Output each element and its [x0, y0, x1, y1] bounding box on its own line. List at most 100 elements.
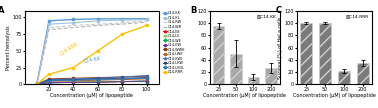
X-axis label: Concentration (μM) of lipopeptide: Concentration (μM) of lipopeptide	[203, 93, 286, 98]
C14-LWE	[120, 79, 124, 80]
C14-KWI	[71, 78, 76, 80]
C14-EE	[144, 81, 149, 82]
C14-WWK	[96, 77, 100, 78]
C14-WWK	[34, 84, 39, 85]
C14-WR	[47, 29, 51, 30]
Line: C14-EE: C14-EE	[36, 81, 147, 85]
C14-WWK	[47, 78, 51, 80]
C14-KL	[47, 24, 51, 25]
C14-LWE	[96, 80, 100, 81]
C14-KK	[47, 20, 51, 21]
Line: C14-WE: C14-WE	[36, 81, 147, 85]
C14-KL	[34, 84, 39, 85]
C14-KL	[96, 20, 100, 21]
C14-EW	[71, 82, 76, 83]
C14-KWI	[144, 75, 149, 76]
C14-LKOL	[144, 78, 149, 79]
C14-LKOL	[47, 80, 51, 82]
C14-EE	[47, 82, 51, 83]
C14-LWE	[144, 78, 149, 80]
C14-LE	[144, 80, 149, 82]
C14-RW	[47, 27, 51, 28]
Line: C14-RW: C14-RW	[37, 21, 147, 84]
Bar	[213, 26, 224, 84]
Y-axis label: Survival (%) of HeLa cells: Survival (%) of HeLa cells	[278, 16, 283, 79]
Bar	[230, 54, 242, 84]
C14-LE	[47, 82, 51, 83]
C14-LWE	[71, 80, 76, 82]
C14-KK	[96, 18, 100, 19]
Line: C14-LE: C14-LE	[36, 80, 147, 85]
C14-KK	[144, 18, 149, 19]
C14-RW	[120, 22, 124, 23]
Bar	[300, 23, 312, 84]
Text: C14-KK: C14-KK	[83, 56, 102, 64]
Text: C14-RRR: C14-RRR	[59, 42, 80, 57]
C14-LWE	[47, 80, 51, 82]
C14-LKOL	[34, 84, 39, 85]
C14-WWK	[144, 76, 149, 77]
Line: C14-KL: C14-KL	[36, 18, 147, 85]
C14-KL	[120, 20, 124, 21]
C14-KWI	[34, 84, 39, 85]
Y-axis label: Percent hemolysis: Percent hemolysis	[6, 25, 11, 70]
C14-RRR	[96, 50, 100, 52]
C14-EW	[144, 80, 149, 82]
C14-KL	[144, 19, 149, 20]
Line: C14-WR: C14-WR	[37, 22, 147, 84]
Line: C14-LKOL: C14-LKOL	[36, 77, 147, 85]
Text: ▨C14-KK: ▨C14-KK	[257, 14, 276, 18]
C14-EE	[96, 82, 100, 83]
C14-RRR	[34, 84, 39, 85]
C14-KL	[71, 22, 76, 23]
C14-EE	[71, 82, 76, 83]
C14-KWI	[120, 76, 124, 78]
C14-WR	[34, 84, 39, 85]
C14-EE	[34, 84, 39, 85]
C14-WR	[144, 21, 149, 23]
Text: C: C	[276, 6, 282, 15]
X-axis label: Concentration (μM) of lipopeptide: Concentration (μM) of lipopeptide	[50, 93, 133, 98]
C14-KK	[34, 84, 39, 85]
C14-LKOL	[120, 78, 124, 80]
C14-EW	[34, 84, 39, 85]
C14-RW	[144, 20, 149, 21]
C14-WE	[120, 81, 124, 82]
C14-LE	[34, 84, 39, 85]
Line: C14-KK: C14-KK	[36, 18, 147, 85]
C14-WWK	[71, 78, 76, 79]
C14-LKW	[144, 77, 149, 78]
Text: B: B	[190, 6, 197, 15]
C14-WR	[71, 27, 76, 28]
C14-WE	[71, 82, 76, 83]
C14-WE	[47, 82, 51, 84]
Bar	[319, 23, 331, 84]
C14-LE	[96, 81, 100, 82]
C14-WR	[120, 24, 124, 25]
C14-LE	[71, 82, 76, 83]
C14-KK	[120, 18, 124, 19]
C14-KWI	[47, 79, 51, 80]
Text: ▨C14-RRR: ▨C14-RRR	[345, 14, 369, 18]
C14-LKW	[71, 79, 76, 80]
C14-LKW	[34, 84, 39, 85]
C14-RW	[71, 25, 76, 26]
C14-WE	[144, 81, 149, 82]
C14-RW	[96, 24, 100, 25]
C14-LKOL	[96, 79, 100, 80]
C14-EE	[120, 81, 124, 82]
C14-WWK	[120, 76, 124, 78]
Bar	[248, 77, 259, 84]
Line: C14-RRR: C14-RRR	[36, 24, 147, 85]
C14-LKW	[47, 80, 51, 81]
Bar	[265, 68, 277, 84]
C14-WE	[96, 82, 100, 83]
C14-LKW	[120, 78, 124, 79]
C14-LE	[120, 81, 124, 82]
C14-EW	[96, 82, 100, 83]
C14-LWE	[34, 84, 39, 85]
C14-LKW	[96, 78, 100, 80]
Legend: C14-KK, C14-KL, C14-RW, C14-WR, C14-EE, C14-LE, C14-WE, C14-EW, C14-WWK, C14-LWE: C14-KK, C14-KL, C14-RW, C14-WR, C14-EE, …	[161, 10, 187, 76]
C14-KWI	[96, 78, 100, 79]
C14-RRR	[144, 25, 149, 26]
